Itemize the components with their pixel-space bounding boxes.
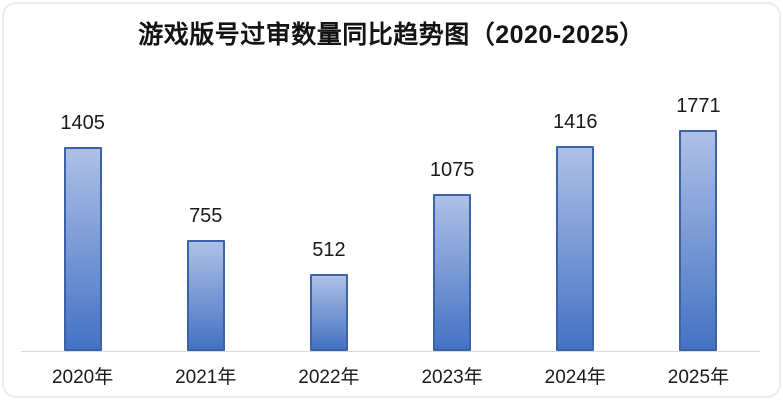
bar-group-2020: 1405 [21,95,144,351]
x-label-2023: 2023年 [421,367,483,388]
x-axis-labels: 2020年 2021年 2022年 2023年 2024年 2025年 [21,362,760,389]
bar-value-label-2023: 1075 [429,159,475,181]
bar-2020 [63,147,102,351]
bar-value-label-2022: 512 [312,239,346,261]
bar-2023 [433,194,472,351]
x-label-2022: 2022年 [298,367,360,388]
x-label-2021: 2021年 [175,367,237,388]
bar-2021 [186,240,225,351]
bar-group-2024: 1416 [514,95,637,351]
x-label-2020: 2020年 [51,367,114,388]
x-label-2025: 2025年 [667,367,730,388]
bar-group-2023: 1075 [391,95,514,351]
x-label-2024: 2024年 [544,367,606,388]
chart-title: 游戏版号过审数量同比趋势图（2020-2025） [138,21,645,49]
bar-value-label-2021: 755 [189,205,223,227]
bar-value-label-2020: 1405 [60,112,105,134]
bar-group-2025: 1771 [637,95,760,351]
bar-2022 [309,274,348,351]
bar-group-2022: 512 [267,95,390,351]
bar-group-2021: 755 [144,95,267,351]
bar-value-label-2025: 1771 [676,95,721,117]
plot-area: 1405 755 512 1075 1416 1771 [21,95,760,352]
bar-2025 [679,130,718,351]
bar-2024 [556,146,595,351]
bar-value-label-2024: 1416 [553,111,598,133]
